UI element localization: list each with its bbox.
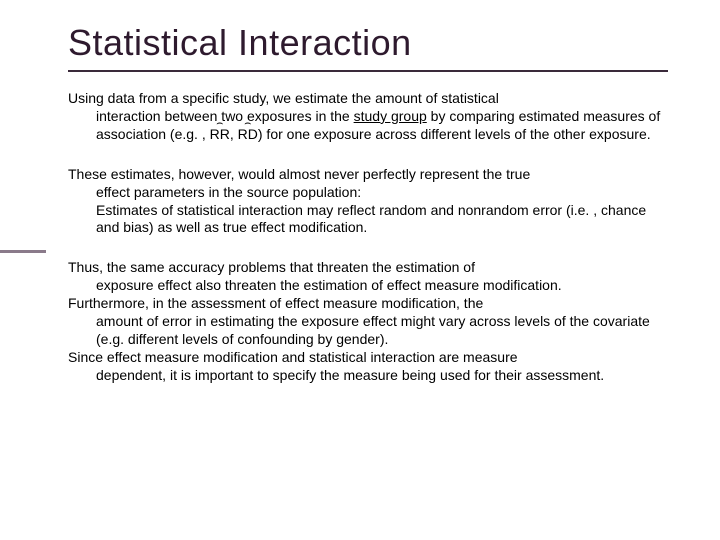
p1-rr: RR [210,126,230,142]
p1-line1: Using data from a specific study, we est… [68,90,499,106]
p1-sep: , [230,126,238,142]
paragraph-2: These estimates, however, would almost n… [68,166,668,238]
p1-b: interaction between two exposures in the [96,108,354,124]
p1-e: ) for one exposure across different leve… [258,126,651,142]
left-accent-bar [0,250,46,253]
p2-cont: effect parameters in the source populati… [68,184,668,238]
p3-c2: dependent, it is important to specify th… [68,367,668,385]
rr-hat: ⌢RR [210,126,230,144]
p3-b2: amount of error in estimating the exposu… [68,313,668,349]
p2-c: Estimates of statistical interaction may… [96,202,646,236]
p3-b: Furthermore, in the assessment of effect… [68,295,483,311]
p3-a2: exposure effect also threaten the estima… [68,277,668,295]
p1-studygroup: study group [354,108,427,124]
p1-rd: RD [238,126,258,142]
slide-title: Statistical Interaction [68,22,668,64]
p3-a: Thus, the same accuracy problems that th… [68,259,475,275]
slide-container: Statistical Interaction Using data from … [0,0,720,540]
paragraph-3: Thus, the same accuracy problems that th… [68,259,668,384]
title-underline [68,70,668,72]
rd-hat: ⌢RD [238,126,258,144]
p1-cont: interaction between two exposures in the… [68,108,668,144]
p3-c: Since effect measure modification and st… [68,349,518,365]
paragraph-1: Using data from a specific study, we est… [68,90,668,144]
p2-line1: These estimates, however, would almost n… [68,166,530,182]
p2-b: effect parameters in the source populati… [96,184,361,200]
